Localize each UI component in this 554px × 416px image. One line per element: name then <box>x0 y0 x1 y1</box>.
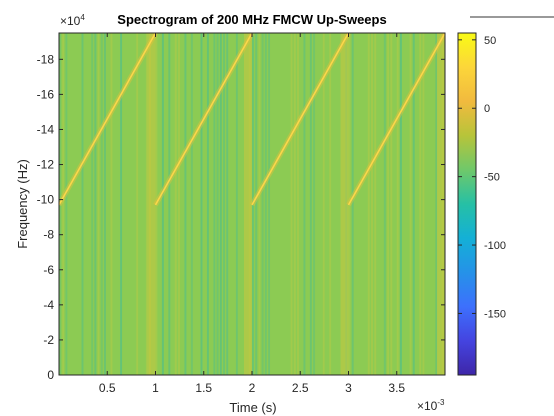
spectrogram-frame <box>100 33 103 375</box>
spectrogram-frame <box>110 33 113 375</box>
colorbar-tick-label: 50 <box>484 35 496 47</box>
spectrogram-frame <box>409 33 412 375</box>
y-tick-label: -4 <box>43 298 54 312</box>
spectrogram-frame <box>190 33 193 375</box>
spectrogram-frame <box>293 33 296 375</box>
y-tick-label: -14 <box>37 122 55 136</box>
spectrogram-frame <box>313 33 316 375</box>
y-tick-label: -6 <box>43 263 54 277</box>
spectrogram-frame <box>174 33 177 375</box>
y-tick-label: -8 <box>43 228 54 242</box>
spectrogram-frame <box>396 33 399 375</box>
sweep-boundary-band <box>147 33 156 375</box>
chart-title: Spectrogram of 200 MHz FMCW Up-Sweeps <box>117 12 386 27</box>
spectrogram-frame <box>145 33 148 375</box>
spectrogram-frame <box>383 33 386 375</box>
colorbar-tick-label: 0 <box>484 103 490 115</box>
spectrogram-frame <box>161 33 164 375</box>
sweep-lines <box>59 33 445 207</box>
y-tick-label: -10 <box>37 193 55 207</box>
spectrogram-frame <box>412 33 415 375</box>
x-tick-label: 1 <box>152 381 159 395</box>
spectrogram-frame <box>387 33 390 375</box>
sweep-line-4 <box>347 33 445 206</box>
spectrogram-frame <box>206 33 209 375</box>
spectrogram-frame <box>309 33 312 375</box>
spectrogram-frame <box>200 33 203 375</box>
spectrogram-frame <box>264 33 267 375</box>
spectrogram-frame <box>91 33 94 375</box>
spectrogram-frame <box>422 33 425 375</box>
spectrogram-frame <box>223 33 225 375</box>
spectrogram-frame <box>399 33 402 375</box>
y-exponent-label: ×104 <box>60 13 85 28</box>
colorbar-ticks: 50 0 -50 -100 -150 <box>458 35 506 320</box>
x-tick-label: 0.5 <box>99 381 116 395</box>
x-tick-label: 2.5 <box>292 381 309 395</box>
spectrogram-stripes <box>59 33 445 375</box>
spectrogram-frame <box>226 33 229 375</box>
spectrogram-frame <box>235 33 238 375</box>
colorbar-tick-label: -100 <box>484 240 506 252</box>
y-tick-label: -2 <box>43 333 54 347</box>
x-exponent-label: ×10-3 <box>417 398 445 413</box>
sweep-boundary-band <box>340 33 349 375</box>
sweep-boundary-band <box>244 33 252 375</box>
spectrogram-frame <box>371 33 373 375</box>
spectrogram-frame <box>258 33 261 375</box>
y-axis-label: Frequency (Hz) <box>15 159 30 249</box>
y-axis-ticks: 0 -2 -4 -6 -8 -10 -12 -14 -16 -18 <box>37 52 445 382</box>
spectrogram-frame <box>268 33 271 375</box>
spectrogram-frame <box>81 33 84 375</box>
sweep-line-2 <box>154 33 253 206</box>
spectrogram-frame <box>213 33 216 375</box>
spectrogram-frame <box>184 33 187 375</box>
colorbar <box>457 32 477 376</box>
y-tick-label: -12 <box>37 158 55 172</box>
spectrogram-frame <box>290 33 293 375</box>
sweep-line-1 <box>59 33 157 206</box>
y-tick-label: -18 <box>37 52 55 66</box>
spectrogram-frame <box>168 33 171 375</box>
spectrogram-frame <box>303 33 306 375</box>
spectrogram-frame <box>97 33 100 375</box>
y-tick-label: 0 <box>47 368 54 382</box>
colorbar-tick-label: -50 <box>484 172 500 184</box>
spectrogram-frame <box>216 33 219 375</box>
spectrogram-frame <box>374 33 377 375</box>
spectrogram-frame <box>94 33 97 375</box>
x-tick-label: 3 <box>345 381 352 395</box>
spectrogram-frame <box>367 33 370 375</box>
plot-area <box>59 33 445 375</box>
spectrogram-frame <box>322 33 325 375</box>
sweep-line-3 <box>251 33 350 206</box>
x-tick-label: 3.5 <box>388 381 405 395</box>
spectrogram-frame <box>255 33 258 375</box>
spectrogram-frame <box>419 33 422 375</box>
x-tick-label: 2 <box>249 381 256 395</box>
spectrogram-frame <box>104 33 106 375</box>
spectrogram-frame <box>178 33 180 375</box>
x-tick-label: 1.5 <box>195 381 212 395</box>
x-axis-label: Time (s) <box>229 400 276 415</box>
spectrogram-frame <box>351 33 354 375</box>
spectrogram-frame <box>65 33 68 375</box>
spectrogram-frame <box>297 33 299 375</box>
spectrogram-frame <box>329 33 332 375</box>
y-tick-label: -16 <box>37 87 55 101</box>
spectrogram-frame <box>261 33 264 375</box>
spectrogram-frame <box>120 33 123 375</box>
spectrogram-frame <box>435 33 438 375</box>
x-axis-ticks: 0.5 1 1.5 2 2.5 3 3.5 <box>99 33 405 395</box>
colorbar-tick-label: -150 <box>484 308 506 320</box>
spectrogram-frame <box>62 33 65 375</box>
sweep-boundary-band <box>437 33 445 375</box>
spectrogram-frame <box>136 33 139 375</box>
spectrogram-frame <box>390 33 393 375</box>
spectrogram-frame <box>219 33 222 375</box>
